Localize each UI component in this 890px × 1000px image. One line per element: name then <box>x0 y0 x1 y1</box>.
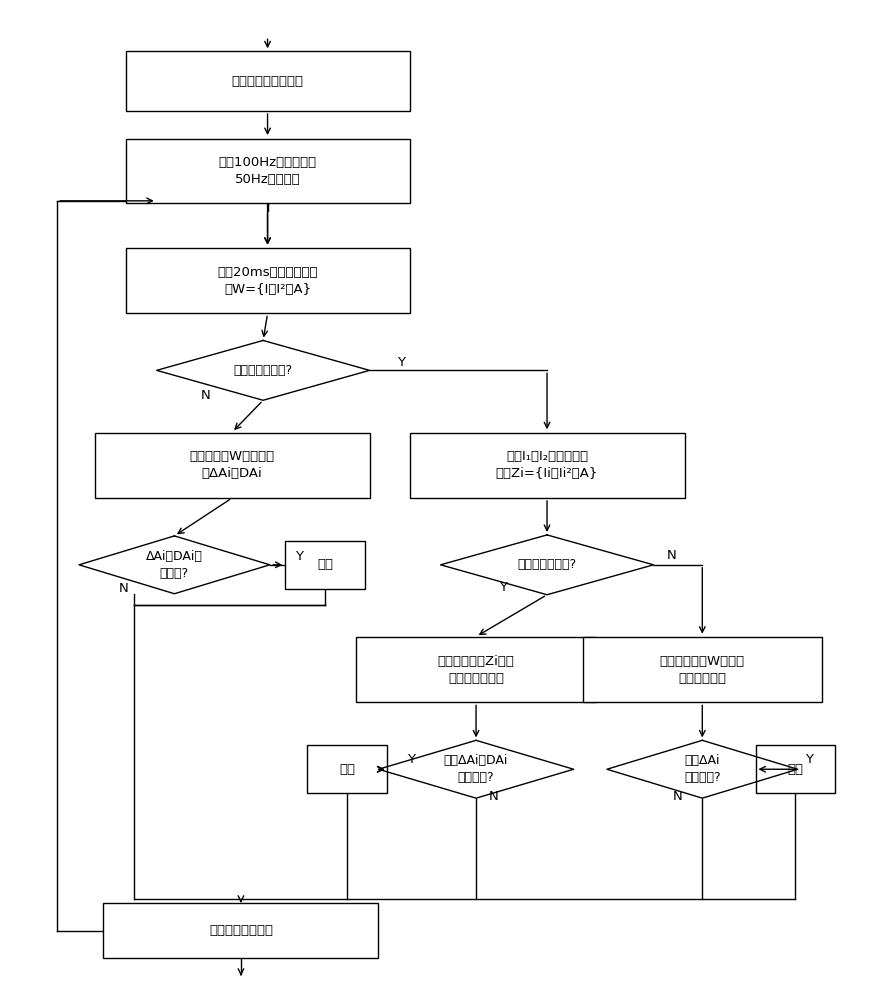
Polygon shape <box>607 740 797 798</box>
FancyBboxPatch shape <box>409 433 684 498</box>
Text: 计算I₁、I₂，生成特征
向量Zi={Ii、Ii²、A}: 计算I₁、I₂，生成特征 向量Zi={Ii、Ii²、A} <box>496 450 598 480</box>
Text: Y: Y <box>408 753 416 766</box>
Polygon shape <box>79 536 270 594</box>
Text: 与历史样本W比较，计
算ΔAi、DAi: 与历史样本W比较，计 算ΔAi、DAi <box>190 450 275 480</box>
FancyBboxPatch shape <box>94 433 369 498</box>
FancyBboxPatch shape <box>125 248 409 313</box>
Text: 是对称性冲击吗?: 是对称性冲击吗? <box>517 558 577 571</box>
FancyBboxPatch shape <box>756 745 836 793</box>
Text: 查询历史样本Zi，插
值生成基准向量: 查询历史样本Zi，插 值生成基准向量 <box>438 655 514 685</box>
Text: Y: Y <box>498 581 506 594</box>
FancyBboxPatch shape <box>307 745 387 793</box>
FancyBboxPatch shape <box>125 139 409 203</box>
Text: 查询历史样本W，插值
生成基准向量: 查询历史样本W，插值 生成基准向量 <box>659 655 745 685</box>
Polygon shape <box>441 535 653 595</box>
Text: 计算ΔAi
是否过限?: 计算ΔAi 是否过限? <box>684 754 721 784</box>
Text: ΔAi、DAi是
否过限?: ΔAi、DAi是 否过限? <box>146 550 203 580</box>
Text: Y: Y <box>295 550 303 563</box>
Text: 电流突变量启动?: 电流突变量启动? <box>233 364 293 377</box>
Text: N: N <box>673 790 683 803</box>
Text: 定时20ms，计算特征相
量W={I、I²、A}: 定时20ms，计算特征相 量W={I、I²、A} <box>217 266 318 296</box>
Text: 报警: 报警 <box>339 763 355 776</box>
Text: 报警: 报警 <box>317 558 333 571</box>
Polygon shape <box>157 340 369 400</box>
FancyBboxPatch shape <box>125 51 409 111</box>
Text: N: N <box>667 549 676 562</box>
FancyBboxPatch shape <box>103 903 378 958</box>
Text: 报警: 报警 <box>788 763 804 776</box>
FancyBboxPatch shape <box>356 637 595 702</box>
Text: Y: Y <box>397 356 405 369</box>
Text: N: N <box>119 582 129 595</box>
Polygon shape <box>378 740 574 798</box>
FancyBboxPatch shape <box>583 637 822 702</box>
FancyBboxPatch shape <box>286 541 365 589</box>
Text: Y: Y <box>805 753 813 766</box>
Text: 计算ΔAi、DAi
是否过限?: 计算ΔAi、DAi 是否过限? <box>444 754 508 784</box>
Text: N: N <box>200 389 210 402</box>
Text: 定时存入历史记录: 定时存入历史记录 <box>209 924 273 937</box>
Text: 提取100Hz振动分量和
50Hz电流分量: 提取100Hz振动分量和 50Hz电流分量 <box>218 156 317 186</box>
Text: 同步采样振动及电流: 同步采样振动及电流 <box>231 75 303 88</box>
Text: N: N <box>489 790 498 803</box>
